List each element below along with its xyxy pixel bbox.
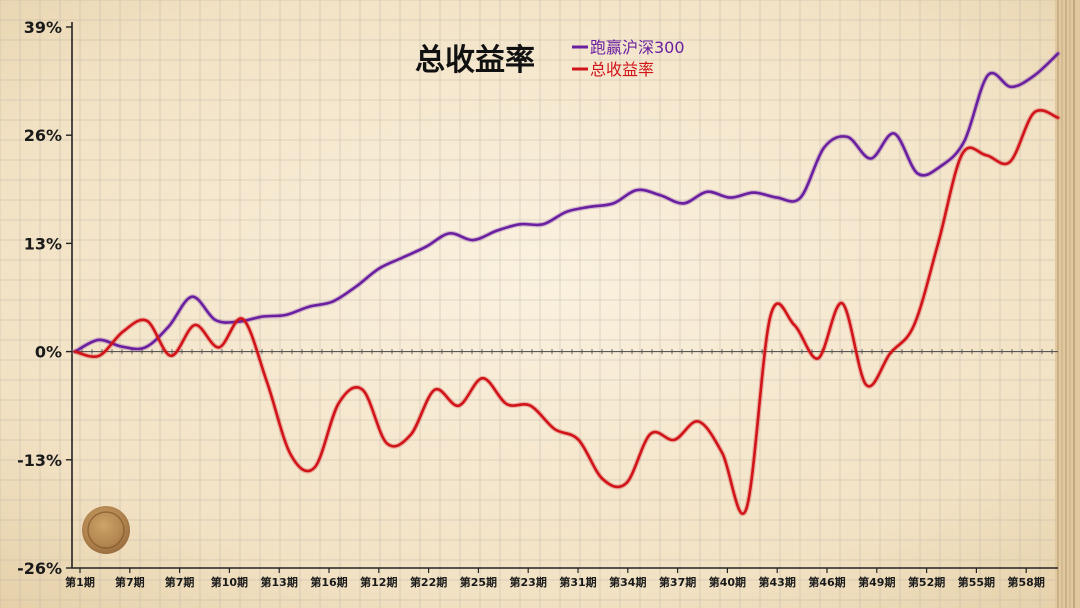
y-tick-label: 39% xyxy=(24,18,62,37)
x-tick-label: 第37期 xyxy=(659,575,696,589)
x-tick-label: 第13期 xyxy=(261,575,298,589)
x-tick-label: 第52期 xyxy=(908,575,945,589)
x-tick-label: 第46期 xyxy=(808,575,845,589)
x-tick-label: 第1期 xyxy=(65,575,95,589)
x-tick-label: 第55期 xyxy=(958,575,995,589)
x-tick-label: 第58期 xyxy=(1008,575,1045,589)
axes xyxy=(71,22,1058,569)
legend-label-outperform: 跑赢沪深300 xyxy=(590,38,685,57)
notebook-page-edge xyxy=(1055,0,1080,608)
chart-title: 总收益率 xyxy=(415,43,535,78)
x-tick-label: 第16期 xyxy=(310,575,347,589)
x-tick-label: 第10期 xyxy=(211,575,248,589)
x-tick-label: 第23期 xyxy=(510,575,547,589)
x-tick-label: 第7期 xyxy=(115,575,145,589)
x-tick-label: 第43期 xyxy=(759,575,796,589)
x-tick-label: 第25期 xyxy=(460,575,497,589)
coffee-stain-decoration xyxy=(82,506,130,554)
series-line-outperform xyxy=(73,52,1060,353)
y-tick-label: -26% xyxy=(17,559,62,578)
x-tick-label: 第22期 xyxy=(410,575,447,589)
grid xyxy=(0,0,1055,608)
x-axis-tick-labels: 第1期 第7期 第7期 第10期 第13期 第16期 第12期 第22期 第25期 第23期 第31… xyxy=(65,568,1045,589)
y-tick-label: 26% xyxy=(24,126,62,145)
legend-label-total-return: 总收益率 xyxy=(590,60,654,79)
x-tick-label: 第49期 xyxy=(858,575,895,589)
legend: 跑赢沪深300 总收益率 xyxy=(572,38,685,79)
x-tick-label: 第7期 xyxy=(165,575,195,589)
y-axis-tick-labels: 39% 26% 13% 0% -13% -26% xyxy=(17,18,72,578)
x-tick-label: 第31期 xyxy=(559,575,596,589)
x-tick-label: 第12期 xyxy=(360,575,397,589)
y-tick-label: -13% xyxy=(17,451,62,470)
y-tick-label: 13% xyxy=(24,234,62,253)
x-tick-label: 第40期 xyxy=(709,575,746,589)
series-lines xyxy=(72,51,1061,517)
x-tick-label: 第34期 xyxy=(609,575,646,589)
series-line-total-return xyxy=(73,109,1060,515)
y-tick-label: 0% xyxy=(35,343,62,362)
